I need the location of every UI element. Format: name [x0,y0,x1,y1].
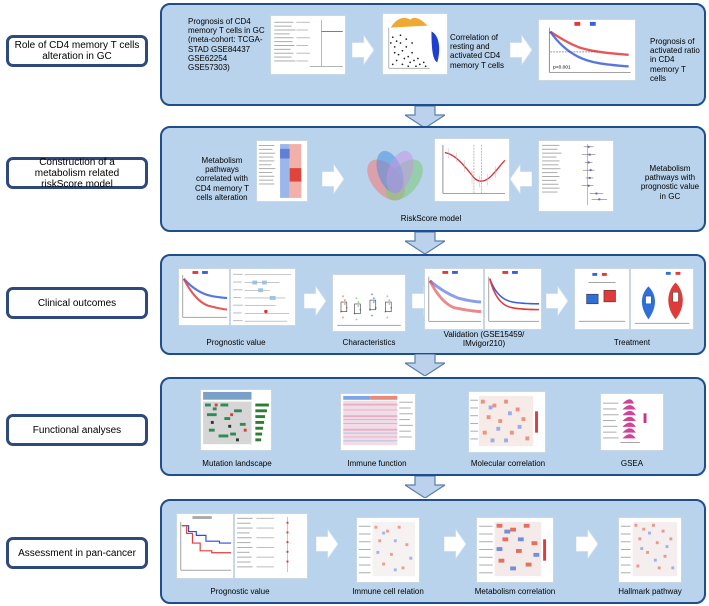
km-p-value: p<0.001 [553,64,571,70]
ratio-text: Prognosis of activated ratio in CD4 memo… [650,37,700,83]
characteristics-caption: Characteristics [342,338,396,347]
gsea-caption: GSEA [620,459,644,468]
lasso-thumbnail [434,138,510,202]
down-arrow-1 [405,106,445,128]
heatmap-bar-thumbnail [256,140,308,202]
down-arrow-3 [405,354,445,376]
down-arrow-2 [405,232,445,254]
riskscore-caption: RiskScore model [400,214,462,223]
section-label-clinical: Clinical outcomes [6,287,148,319]
scatter-density-thumbnail [382,13,448,75]
validation-caption: Validation (GSE15459/ IMvigor210) [443,330,525,349]
gsea-ridge-thumbnail [600,393,664,451]
km-survival-thumbnail: p<0.001 [538,19,636,81]
validation-km-1-thumbnail [424,268,484,330]
validation-km-2-thumbnail [484,268,542,330]
treatment-violin-thumbnail [630,268,694,330]
pan-forest-thumbnail [234,513,308,579]
section-label-functional: Functional analyses [6,414,148,446]
treatment-boxplot-thumbnail [574,268,630,330]
panel-clinical-outcomes: Prognostic value Characteristics [160,254,706,355]
treatment-caption: Treatment [613,338,651,347]
pan-prognostic-caption: Prognostic value [210,587,270,596]
correlation-text: Correlation of resting and activated CD4… [450,33,504,70]
characteristics-boxplot-thumbnail [332,274,406,332]
flow-arrow-right-7 [546,286,568,316]
immune-cell-caption: Immune cell relation [352,587,424,596]
flow-arrow-right-2 [510,35,532,65]
molecular-heatmap-thumbnail [468,391,546,453]
panel-construction: Metabolism pathways correlated with CD4 … [160,126,706,232]
hallmark-heatmap-thumbnail [618,517,682,583]
pathways-corr-text: Metabolism pathways correlated with CD4 … [194,156,250,202]
panel-role-of-cd4: Prognosis of CD4 memory T cells in GC (m… [160,3,706,106]
immune-heatmap-thumbnail [340,393,416,451]
section-label-construction: Construction of a metabolism related ris… [6,157,148,190]
forest-plot-metabolism-thumbnail [538,140,614,212]
venn-diagram-thumbnail [362,142,428,208]
km-clinical-thumbnail [178,268,230,326]
flow-arrow-right-8 [316,529,338,559]
panel-pan-cancer: Prognostic value Immune cell relation Me… [160,499,706,604]
hallmark-caption: Hallmark pathway [618,587,682,596]
flow-arrow-right-9 [444,529,466,559]
mutation-caption: Mutation landscape [202,459,272,468]
flow-arrow-right-10 [576,529,598,559]
pan-km-thumbnail [176,513,234,579]
prognosis-text: Prognosis of CD4 memory T cells in GC (m… [188,17,265,73]
molecular-caption: Molecular correlation [470,459,546,468]
clinical-prognostic-caption: Prognostic value [206,338,266,347]
immune-cell-heatmap-thumbnail [356,517,420,583]
immune-caption: Immune function [347,459,407,468]
flow-arrow-right-5 [304,286,326,316]
forest-plot-thumbnail [270,15,346,75]
section-label-pan-cancer: Assessment in pan-cancer [6,537,148,569]
mutation-waterfall-thumbnail [200,389,272,451]
down-arrow-4 [405,476,445,498]
flow-arrow-right-1 [352,35,374,65]
panel-functional-analyses: Mutation landscape Immune function Molec… [160,377,706,476]
flow-arrow-left-4 [510,164,532,194]
metabolism-heatmap-thumbnail [476,517,554,583]
nomogram-thumbnail [230,268,296,326]
metabolism-caption: Metabolism correlation [474,587,556,596]
flow-arrow-right-3 [322,164,344,194]
section-label-role: Role of CD4 memory T cells alteration in… [6,35,148,67]
pathways-prog-text: Metabolism pathways with prognostic valu… [640,164,700,201]
